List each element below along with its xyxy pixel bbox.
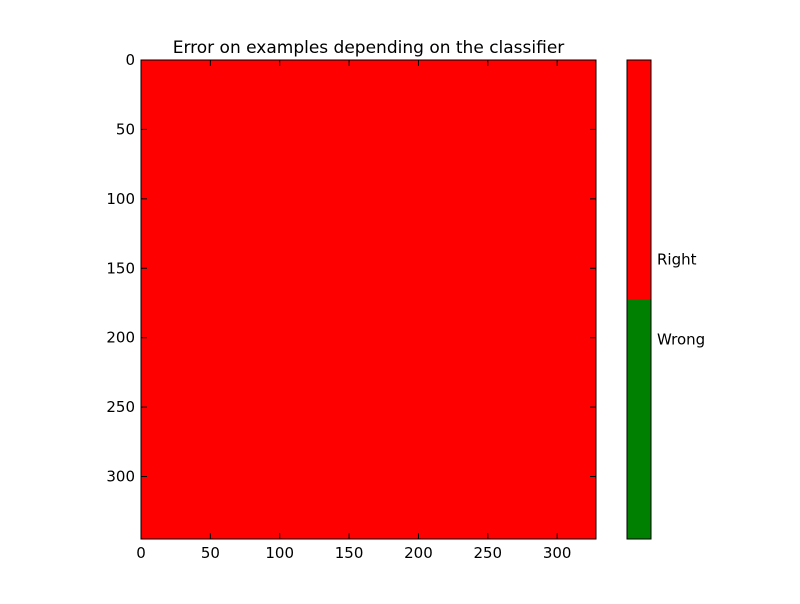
- colorbar-segment-right: [627, 60, 651, 300]
- x-tick-label-300: 300: [543, 544, 572, 562]
- heatmap-cell-0: [141, 60, 596, 539]
- x-tick-label-150: 150: [335, 544, 364, 562]
- y-axis: 0 50 100 150 200 250 300: [106, 51, 596, 486]
- colorbar-label-right: Right: [657, 251, 697, 269]
- chart-title: Error on examples depending on the class…: [173, 38, 565, 58]
- colorbar: Wrong Right: [626, 59, 705, 540]
- y-tick-label-100: 100: [106, 190, 135, 208]
- heatmap-frame: [140, 59, 597, 540]
- x-axis: 0 50 100 150 200 250 300: [136, 60, 571, 562]
- x-tick-label-200: 200: [404, 544, 433, 562]
- colorbar-segment-wrong: [627, 299, 651, 539]
- colorbar-label-wrong: Wrong: [657, 330, 705, 348]
- heatmap-cells: [141, 60, 596, 539]
- y-tick-label-200: 200: [106, 329, 135, 347]
- y-tick-label-0: 0: [125, 51, 135, 69]
- y-tick-label-150: 150: [106, 259, 135, 277]
- x-tick-label-100: 100: [265, 544, 294, 562]
- colorbar-frame: [626, 59, 652, 540]
- y-tick-label-250: 250: [106, 398, 135, 416]
- y-tick-label-50: 50: [116, 120, 135, 138]
- x-tick-label-250: 250: [473, 544, 502, 562]
- x-tick-label-0: 0: [136, 544, 146, 562]
- x-tick-label-50: 50: [201, 544, 220, 562]
- y-tick-label-300: 300: [106, 468, 135, 486]
